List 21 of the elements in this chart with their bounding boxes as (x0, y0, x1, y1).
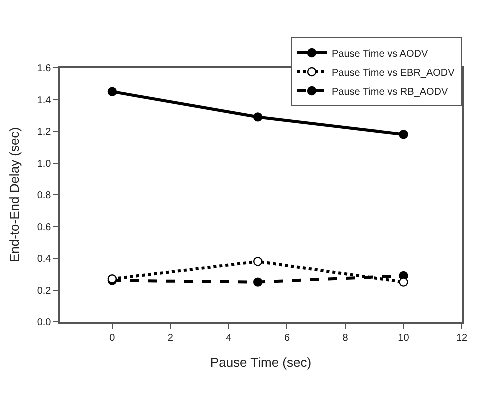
y-tick-label: 1.2 (37, 127, 52, 138)
y-tick-label: 0.6 (37, 222, 52, 234)
legend-label: Pause Time vs EBR_AODV (332, 68, 456, 79)
x-tick-label: 2 (168, 332, 174, 344)
legend-label: Pause Time vs AODV (332, 48, 428, 60)
x-tick-label: 8 (342, 332, 349, 344)
x-axis-title: Pause Time (sec) (210, 354, 312, 370)
y-tick-label: 0.8 (37, 190, 52, 202)
x-tick-label: 10 (398, 332, 410, 344)
y-tick-label: 1.0 (37, 158, 52, 170)
y-tick-label: 0.4 (37, 254, 52, 265)
x-tick-label: 6 (284, 332, 290, 344)
y-tick-label: 0.2 (37, 286, 52, 297)
x-tick-label: 4 (226, 332, 232, 344)
y-tick-label: 1.4 (37, 95, 52, 106)
y-axis-title: End-to-End Delay (sec) (6, 127, 22, 263)
legend-label: Pause Time vs RB_AODV (332, 86, 448, 98)
x-tick-label: 12 (456, 332, 468, 344)
y-tick-label: 1.6 (37, 64, 52, 74)
x-tick-label: 0 (110, 332, 116, 344)
y-tick-label: 0.0 (37, 318, 52, 328)
